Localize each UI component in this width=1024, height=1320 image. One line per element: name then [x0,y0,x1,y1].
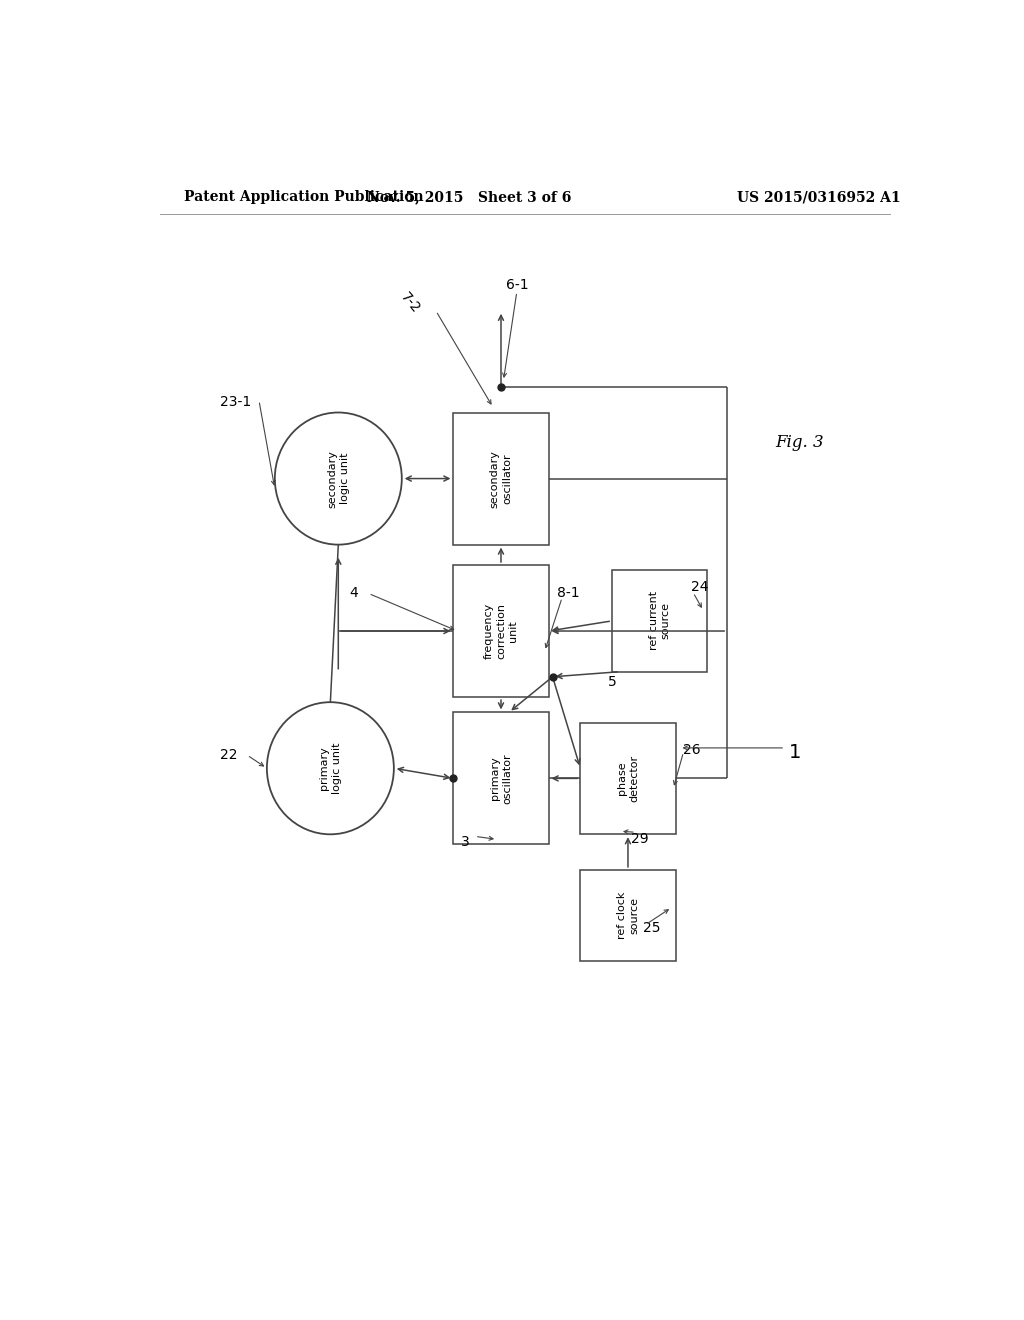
Text: 7-2: 7-2 [397,289,422,315]
Text: ref current
source: ref current source [648,591,671,651]
Text: 29: 29 [631,833,648,846]
Text: 1: 1 [788,743,801,763]
Text: primary
oscillator: primary oscillator [489,754,512,804]
Ellipse shape [274,412,401,545]
Text: 3: 3 [461,836,470,850]
Text: 24: 24 [690,581,709,594]
Text: 23-1: 23-1 [219,395,251,409]
Text: Patent Application Publication: Patent Application Publication [183,190,423,205]
Text: Fig. 3: Fig. 3 [775,434,823,451]
Text: 25: 25 [643,921,660,935]
Text: 4: 4 [350,586,358,601]
Text: US 2015/0316952 A1: US 2015/0316952 A1 [736,190,900,205]
Text: ref clock
source: ref clock source [616,892,639,940]
Bar [454,565,549,697]
Text: Nov. 5, 2015   Sheet 3 of 6: Nov. 5, 2015 Sheet 3 of 6 [367,190,571,205]
Text: secondary
oscillator: secondary oscillator [489,450,512,507]
Text: 8-1: 8-1 [557,586,580,601]
Bar [581,722,676,834]
Text: 6-1: 6-1 [506,279,528,293]
Bar [612,570,708,672]
Text: frequency
correction
unit: frequency correction unit [483,603,518,659]
Ellipse shape [267,702,394,834]
Bar [454,413,549,545]
Bar [581,870,676,961]
Text: secondary
logic unit: secondary logic unit [327,450,349,507]
Text: 26: 26 [683,743,700,756]
Bar [454,713,549,845]
Text: primary
logic unit: primary logic unit [319,742,342,795]
Text: phase
detector: phase detector [616,755,639,803]
Text: 22: 22 [220,748,238,762]
Text: 5: 5 [607,675,616,689]
